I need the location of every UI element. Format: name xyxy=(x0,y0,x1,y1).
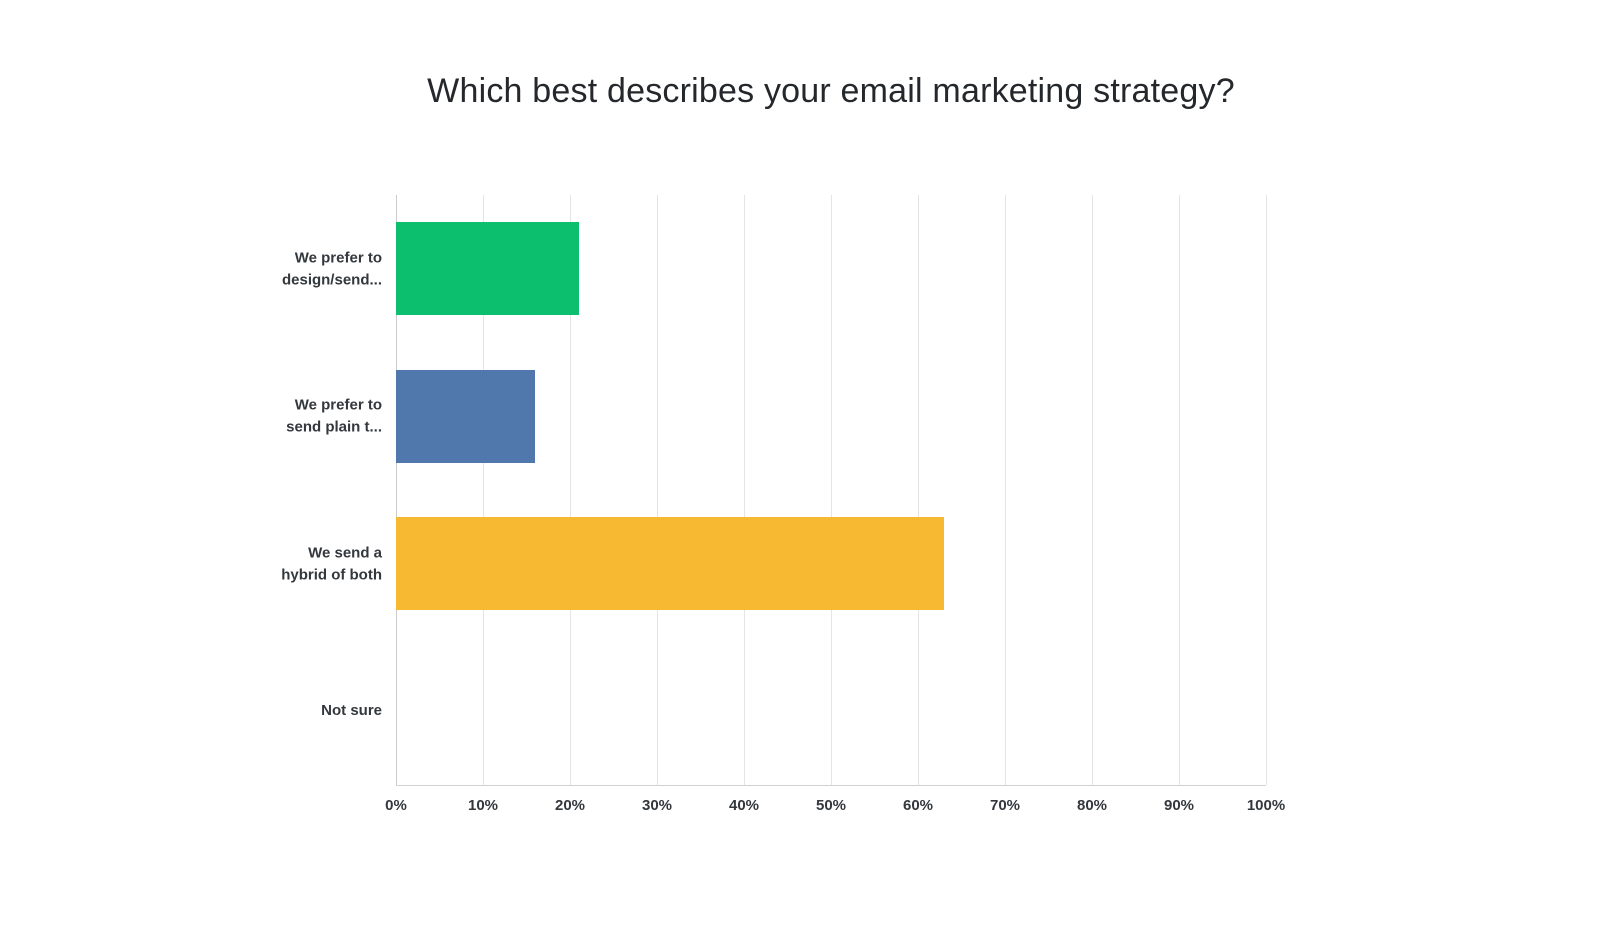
gridline xyxy=(657,195,658,785)
gridline xyxy=(1092,195,1093,785)
gridline xyxy=(831,195,832,785)
gridline xyxy=(744,195,745,785)
x-tick-label: 40% xyxy=(728,797,760,814)
category-label: We send a hybrid of both xyxy=(281,544,382,583)
x-tick-label: 100% xyxy=(1246,797,1286,814)
chart-row: We send a hybrid of both xyxy=(281,490,1266,638)
gridline xyxy=(1179,195,1180,785)
x-tick-label: 60% xyxy=(902,797,934,814)
x-tick-label: 0% xyxy=(385,797,407,814)
bar-chart: Which best describes your email marketin… xyxy=(230,0,1285,938)
x-tick-label: 70% xyxy=(989,797,1021,814)
bar xyxy=(396,517,945,610)
gridline xyxy=(396,195,397,785)
gridline xyxy=(483,195,484,785)
chart-title: Which best describes your email marketin… xyxy=(427,72,1235,110)
x-tick-label: 30% xyxy=(641,797,673,814)
x-tick-label: 50% xyxy=(815,797,847,814)
gridline xyxy=(1005,195,1006,785)
x-tick-label: 10% xyxy=(467,797,499,814)
plot-area: We prefer to design/send... We prefer to … xyxy=(281,195,1267,786)
gridline xyxy=(918,195,919,785)
bar xyxy=(396,222,579,315)
bar xyxy=(396,369,536,463)
x-axis: 0% 10% 20% 30% 40% 50% 60% 70% 80% 90% 100% xyxy=(385,797,1285,821)
category-label: We prefer to send plain t... xyxy=(286,396,382,436)
category-label: We prefer to design/send... xyxy=(281,249,382,288)
x-tick-label: 90% xyxy=(1163,797,1195,814)
category-label: Not sure xyxy=(321,702,382,720)
x-tick-label: 80% xyxy=(1076,797,1108,814)
x-tick-label: 20% xyxy=(554,797,586,814)
chart-row: Not sure xyxy=(321,638,1266,786)
gridline xyxy=(570,195,571,785)
chart-row: We prefer to design/send... xyxy=(282,195,1266,343)
gridline xyxy=(1266,195,1267,785)
chart-row: We prefer to send plain t... xyxy=(286,343,1266,491)
